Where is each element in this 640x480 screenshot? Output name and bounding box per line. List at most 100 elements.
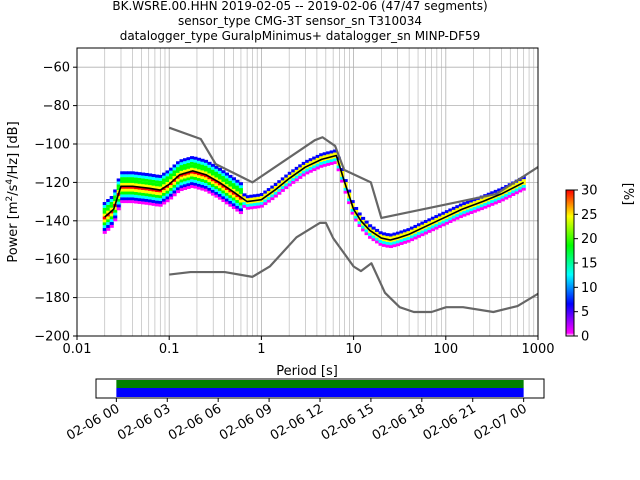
density-cell xyxy=(172,184,177,188)
density-cell xyxy=(486,195,491,199)
density-cell xyxy=(193,171,198,175)
density-cell xyxy=(109,207,114,211)
density-cell xyxy=(434,223,439,227)
density-cell xyxy=(301,173,306,177)
density-cell xyxy=(158,197,163,201)
density-cell xyxy=(144,181,149,185)
density-cell xyxy=(319,164,324,168)
density-cell xyxy=(462,202,467,206)
y-tick-label: −140 xyxy=(34,214,70,229)
density-cell xyxy=(385,238,390,242)
density-cell xyxy=(155,189,160,193)
density-cell xyxy=(249,200,254,204)
density-cell xyxy=(127,194,132,198)
density-cell xyxy=(186,171,191,175)
density-cell xyxy=(228,186,233,190)
density-cell xyxy=(183,166,188,170)
density-cell xyxy=(389,236,394,240)
density-cell xyxy=(308,163,313,167)
density-cell xyxy=(238,182,243,186)
density-cell xyxy=(207,190,212,194)
density-cell xyxy=(280,177,285,181)
density-cell xyxy=(382,235,387,239)
density-cell xyxy=(127,174,132,178)
density-cell xyxy=(134,171,139,175)
density-cell xyxy=(179,182,184,186)
density-cell xyxy=(329,156,334,160)
density-cell xyxy=(137,172,142,176)
density-cell xyxy=(162,189,167,193)
density-cell xyxy=(123,188,128,192)
density-cell xyxy=(151,174,156,178)
density-cell xyxy=(186,180,191,184)
density-cell xyxy=(123,182,128,186)
density-cell xyxy=(416,231,422,235)
density-cell xyxy=(148,196,153,200)
density-cell xyxy=(217,188,223,192)
density-cell xyxy=(259,193,264,197)
density-cell xyxy=(231,185,236,189)
density-cell xyxy=(228,197,233,201)
density-cell xyxy=(458,203,463,207)
density-cell xyxy=(319,156,324,160)
density-cell xyxy=(151,199,156,203)
density-cell xyxy=(357,224,362,228)
density-cell xyxy=(409,232,415,236)
density-cell xyxy=(196,169,202,173)
density-cell xyxy=(448,214,453,218)
density-cell xyxy=(162,198,167,202)
density-cell xyxy=(179,167,184,171)
density-cell xyxy=(252,202,257,206)
density-cell xyxy=(235,197,240,201)
density-cell xyxy=(465,206,470,210)
density-cell xyxy=(413,224,418,228)
density-cell xyxy=(483,197,488,201)
density-cell xyxy=(406,228,411,232)
density-cell xyxy=(409,238,415,242)
density-cell xyxy=(179,162,184,166)
density-cell xyxy=(144,178,149,182)
plot-title-line-2: sensor_type CMG-3T sensor_sn T310034 xyxy=(177,14,423,28)
density-cell xyxy=(389,233,394,237)
density-cell xyxy=(504,196,509,200)
density-cell xyxy=(123,200,128,204)
density-cell xyxy=(203,162,209,166)
density-cell xyxy=(210,183,216,187)
density-cell xyxy=(277,183,282,187)
density-cell xyxy=(235,179,240,183)
density-cell xyxy=(196,177,202,181)
density-cell xyxy=(326,154,331,158)
density-cell xyxy=(423,225,429,229)
density-cell xyxy=(399,230,404,234)
density-cell xyxy=(319,159,324,163)
density-cell xyxy=(210,166,216,170)
density-cell xyxy=(186,160,191,164)
density-cell xyxy=(455,213,460,217)
density-cell xyxy=(462,213,467,217)
density-cell xyxy=(165,199,170,203)
density-cell xyxy=(441,223,446,227)
density-cell xyxy=(158,203,163,207)
density-cell xyxy=(423,219,429,223)
density-cell xyxy=(312,162,317,166)
density-cell xyxy=(256,196,261,200)
density-cell xyxy=(172,181,177,185)
density-cell xyxy=(479,201,484,205)
density-cell xyxy=(315,160,320,164)
density-cell xyxy=(301,170,306,174)
density-cell xyxy=(123,185,128,189)
density-cell xyxy=(270,197,275,201)
density-cell xyxy=(277,188,282,192)
density-cell xyxy=(437,222,442,226)
density-cell xyxy=(116,201,121,205)
density-cell xyxy=(217,185,223,189)
density-cell xyxy=(430,228,435,232)
density-cell xyxy=(451,218,456,222)
density-cell xyxy=(183,175,188,179)
density-cell xyxy=(134,200,139,204)
y-tick-label: −80 xyxy=(43,99,70,114)
y-tick-label: −180 xyxy=(34,291,70,306)
density-cell xyxy=(193,165,198,169)
x-tick-label: 0.1 xyxy=(159,342,180,357)
density-cell xyxy=(493,189,498,193)
